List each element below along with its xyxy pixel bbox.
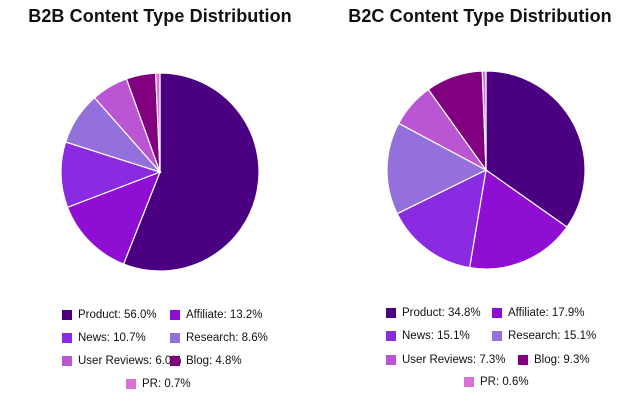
legend-item-blog: Blog: 9.3% (518, 354, 590, 366)
pie-slice-research (386, 122, 488, 215)
legend-label: Product: 56.0% (78, 309, 157, 321)
legend-swatch (62, 356, 72, 366)
b2c-chart-panel: B2C Content Type Distribution Product: 3… (320, 0, 640, 404)
legend-label: News: 15.1% (402, 330, 470, 342)
legend-item-pr: PR: 0.6% (464, 376, 529, 388)
legend-item-affiliate: Affiliate: 17.9% (492, 307, 585, 319)
legend-label: User Reviews: 7.3% (402, 354, 506, 366)
legend-label: Product: 34.8% (402, 307, 481, 319)
legend-swatch (518, 355, 528, 365)
legend-item-blog: Blog: 4.8% (170, 355, 242, 367)
legend-swatch (170, 310, 180, 320)
legend-item-research: Research: 15.1% (492, 330, 596, 342)
legend-label: Research: 8.6% (186, 332, 268, 344)
legend-label: PR: 0.6% (480, 376, 529, 388)
legend-swatch (386, 355, 396, 365)
pie-slice-affiliate (66, 170, 162, 265)
legend-item-news: News: 15.1% (386, 330, 470, 342)
pie-slice-pr (155, 72, 161, 173)
legend-label: News: 10.7% (78, 332, 146, 344)
legend-label: Affiliate: 13.2% (186, 309, 263, 321)
legend-label: Blog: 9.3% (534, 354, 590, 366)
legend-label: User Reviews: 6.0% (78, 355, 182, 367)
legend-swatch (492, 331, 502, 341)
legend-label: PR: 0.7% (142, 378, 191, 390)
legend-item-product: Product: 56.0% (62, 309, 157, 321)
legend-swatch (62, 310, 72, 320)
b2c-chart-title: B2C Content Type Distribution (348, 6, 612, 26)
legend-item-user-reviews: User Reviews: 7.3% (386, 354, 506, 366)
legend-label: Affiliate: 17.9% (508, 307, 585, 319)
legend-item-product: Product: 34.8% (386, 307, 481, 319)
legend-swatch (386, 331, 396, 341)
pie-slice-affiliate (468, 168, 568, 270)
legend-swatch (170, 333, 180, 343)
legend-swatch (170, 356, 180, 366)
pie-slice-news (396, 168, 487, 269)
b2c-pie-chart (386, 70, 586, 270)
b2b-pie-chart (60, 72, 260, 272)
pie-slice-product (485, 70, 586, 228)
legend-item-affiliate: Affiliate: 13.2% (170, 309, 263, 321)
legend-swatch (126, 379, 136, 389)
legend-item-pr: PR: 0.7% (126, 378, 191, 390)
legend-label: Blog: 4.8% (186, 355, 242, 367)
b2b-chart-title: B2B Content Type Distribution (28, 6, 292, 26)
legend-item-news: News: 10.7% (62, 332, 146, 344)
pie-slice-product (122, 72, 260, 272)
legend-swatch (386, 308, 396, 318)
legend-swatch (62, 333, 72, 343)
legend-label: Research: 15.1% (508, 330, 597, 342)
legend-swatch (492, 308, 502, 318)
legend-item-user-reviews: User Reviews: 6.0% (62, 355, 182, 367)
pie-slice-news (60, 141, 162, 209)
legend-swatch (464, 377, 474, 387)
legend-item-research: Research: 8.6% (170, 332, 268, 344)
b2b-chart-panel: B2B Content Type Distribution Product: 5… (28, 6, 292, 390)
pie-slice-pr (481, 70, 487, 171)
